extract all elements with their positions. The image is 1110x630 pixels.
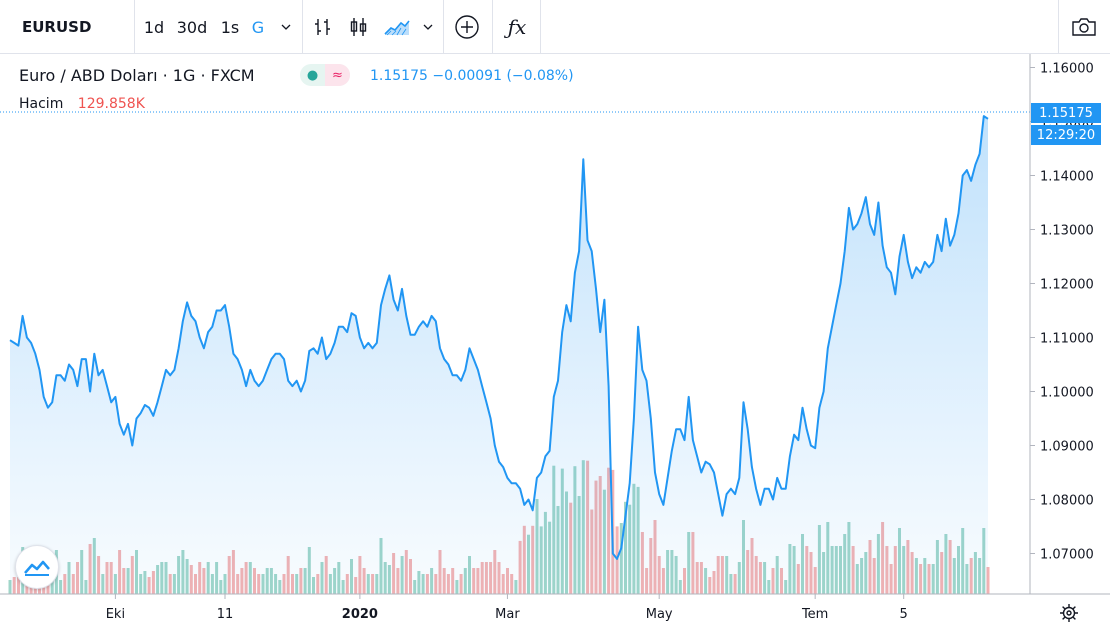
price-chart[interactable]: 1.160001.150001.140001.130001.120001.110… xyxy=(0,54,1110,630)
compare-icon[interactable]: ≈ xyxy=(325,64,350,86)
legend-toggle[interactable]: ● ≈ xyxy=(300,64,350,86)
interval-dropdown[interactable] xyxy=(276,0,296,54)
x-tick-label: Tem xyxy=(801,607,828,622)
interval-label: 30d xyxy=(176,17,208,37)
add-indicator-button[interactable] xyxy=(450,0,484,54)
candlestick-button[interactable] xyxy=(344,0,374,54)
volume-value: 129.858K xyxy=(77,96,145,112)
interval-label: 1d xyxy=(143,17,165,37)
top-toolbar: EURUSD 1d 30d 1s G ƒx xyxy=(0,0,1110,54)
chevron-down-icon xyxy=(423,24,433,30)
y-tick-label: 1.07000 xyxy=(1040,548,1094,563)
interval-1d[interactable]: 1d xyxy=(140,0,168,54)
bar-chart-icon xyxy=(315,19,330,35)
volume-legend[interactable]: Hacim 129.858K xyxy=(19,96,145,112)
interval-1s[interactable]: 1s xyxy=(216,0,244,54)
y-tick-label: 1.11000 xyxy=(1040,332,1094,347)
status-dot-icon[interactable]: ● xyxy=(306,67,319,83)
volume-label: Hacim xyxy=(19,96,64,112)
y-tick-label: 1.13000 xyxy=(1040,224,1094,239)
area-chart-icon xyxy=(384,20,410,36)
x-tick-label: Eki xyxy=(106,607,125,622)
add-indicator-icon xyxy=(455,15,479,39)
toolbar-divider xyxy=(443,0,444,54)
x-tick-label: Mar xyxy=(495,607,520,622)
area-chart-button[interactable] xyxy=(380,0,414,54)
logo-icon xyxy=(24,560,50,576)
interval-g[interactable]: G xyxy=(248,0,268,54)
snapshot-button[interactable] xyxy=(1064,0,1104,54)
toolbar-divider xyxy=(134,0,135,54)
time-axis[interactable]: Eki 11 2020 Mar May Tem 5 xyxy=(106,594,908,622)
y-tick-label: 1.16000 xyxy=(1040,62,1094,77)
settings-gear-icon[interactable] xyxy=(1060,604,1078,622)
x-tick-label: 2020 xyxy=(342,607,378,622)
toolbar-divider xyxy=(1058,0,1059,54)
x-tick-label: May xyxy=(646,607,673,622)
chevron-down-icon xyxy=(281,24,291,30)
price-area-fill xyxy=(10,116,988,594)
tradingview-logo[interactable] xyxy=(15,545,59,589)
function-icon: ƒx xyxy=(507,15,527,39)
interval-label: G xyxy=(251,17,265,37)
y-tick-label: 1.14000 xyxy=(1040,170,1094,185)
change-percent: (−0.08%) xyxy=(506,68,574,84)
x-tick-label: 11 xyxy=(217,607,234,622)
toolbar-divider xyxy=(540,0,541,54)
symbol-search[interactable]: EURUSD xyxy=(0,0,134,54)
bar-chart-button[interactable] xyxy=(308,0,338,54)
toolbar-divider xyxy=(492,0,493,54)
x-tick-label: 5 xyxy=(900,607,908,622)
last-price-value: 1.15175 xyxy=(370,68,428,84)
interval-label: 1s xyxy=(220,17,240,37)
chart-type-dropdown[interactable] xyxy=(418,0,438,54)
y-tick-label: 1.10000 xyxy=(1040,386,1094,401)
y-tick-label: 1.12000 xyxy=(1040,278,1094,293)
countdown-tag: 12:29:20 xyxy=(1031,125,1101,145)
change-value: −0.00091 xyxy=(432,68,502,84)
last-price-tag: 1.15175 xyxy=(1031,103,1101,123)
series-title[interactable]: Euro / ABD Doları · 1G · FXCM xyxy=(19,66,255,85)
symbol-title: Euro / ABD Doları · 1G · FXCM xyxy=(19,66,255,85)
interval-30d[interactable]: 30d xyxy=(174,0,210,54)
symbol-label: EURUSD xyxy=(22,18,92,36)
price-readout: 1.15175 −0.00091 (−0.08%) xyxy=(370,68,574,84)
indicators-button[interactable]: ƒx xyxy=(500,0,534,54)
toolbar-divider xyxy=(302,0,303,54)
camera-icon xyxy=(1072,18,1096,36)
price-line xyxy=(9,115,989,560)
candlestick-icon xyxy=(350,18,367,36)
y-tick-label: 1.09000 xyxy=(1040,440,1094,455)
last-price-tag-value: 1.15175 xyxy=(1039,105,1093,121)
y-tick-label: 1.08000 xyxy=(1040,494,1094,509)
countdown-value: 12:29:20 xyxy=(1036,127,1096,143)
